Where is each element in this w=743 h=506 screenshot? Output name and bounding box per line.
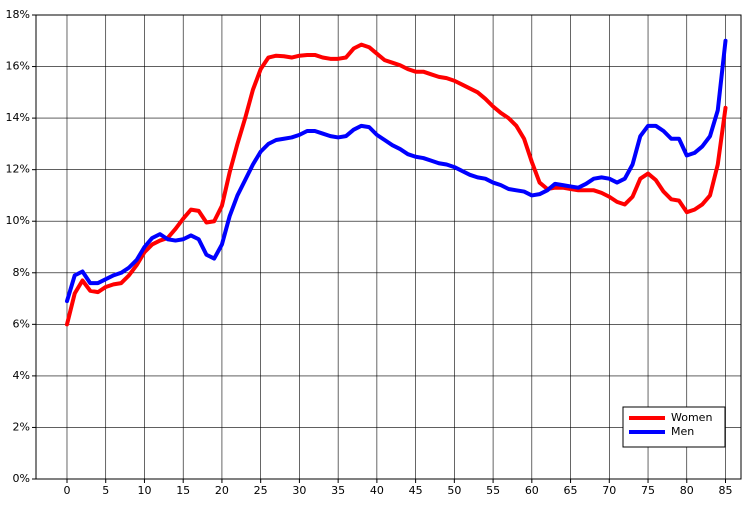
y-tick-label: 4% xyxy=(13,369,30,382)
x-tick-label: 80 xyxy=(680,484,694,497)
x-tick-label: 15 xyxy=(176,484,190,497)
line-series xyxy=(64,42,728,327)
x-tick-label: 75 xyxy=(641,484,655,497)
y-tick-label: 6% xyxy=(13,317,30,330)
x-tick-label: 45 xyxy=(409,484,423,497)
x-tick-label: 10 xyxy=(137,484,151,497)
x-tick-label: 55 xyxy=(486,484,500,497)
plot-frame xyxy=(35,14,742,480)
y-tick-label: 16% xyxy=(6,60,30,73)
x-tick-label: 20 xyxy=(215,484,229,497)
x-tick-label: 25 xyxy=(254,484,268,497)
y-tick-label: 12% xyxy=(6,163,30,176)
x-tick-label: 60 xyxy=(525,484,539,497)
y-tick-label: 10% xyxy=(6,214,30,227)
y-tick-label: 0% xyxy=(13,472,30,485)
y-tick-label: 14% xyxy=(6,111,30,124)
y-tick-label: 2% xyxy=(13,420,30,433)
legend-box xyxy=(622,406,726,448)
legend-label: Men xyxy=(671,425,694,438)
y-tick-label: 18% xyxy=(6,8,30,21)
x-tick-label: 5 xyxy=(102,484,109,497)
x-tick-label: 30 xyxy=(292,484,306,497)
y-tick-label: 8% xyxy=(13,266,30,279)
x-tick-label: 65 xyxy=(564,484,578,497)
x-tick-label: 35 xyxy=(331,484,345,497)
x-tick-label: 85 xyxy=(719,484,733,497)
x-tick-label: 70 xyxy=(602,484,616,497)
legend-label: Women xyxy=(671,411,712,424)
x-tick-label: 40 xyxy=(370,484,384,497)
line-series xyxy=(64,38,728,304)
x-tick-label: 50 xyxy=(447,484,461,497)
x-tick-label: 0 xyxy=(63,484,70,497)
